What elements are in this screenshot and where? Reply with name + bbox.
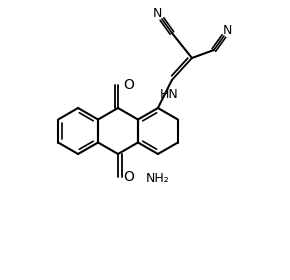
Text: O: O	[123, 170, 134, 184]
Text: N: N	[223, 24, 233, 36]
Text: N: N	[153, 6, 163, 20]
Text: O: O	[123, 78, 134, 92]
Text: HN: HN	[160, 88, 179, 101]
Text: NH₂: NH₂	[146, 172, 170, 185]
